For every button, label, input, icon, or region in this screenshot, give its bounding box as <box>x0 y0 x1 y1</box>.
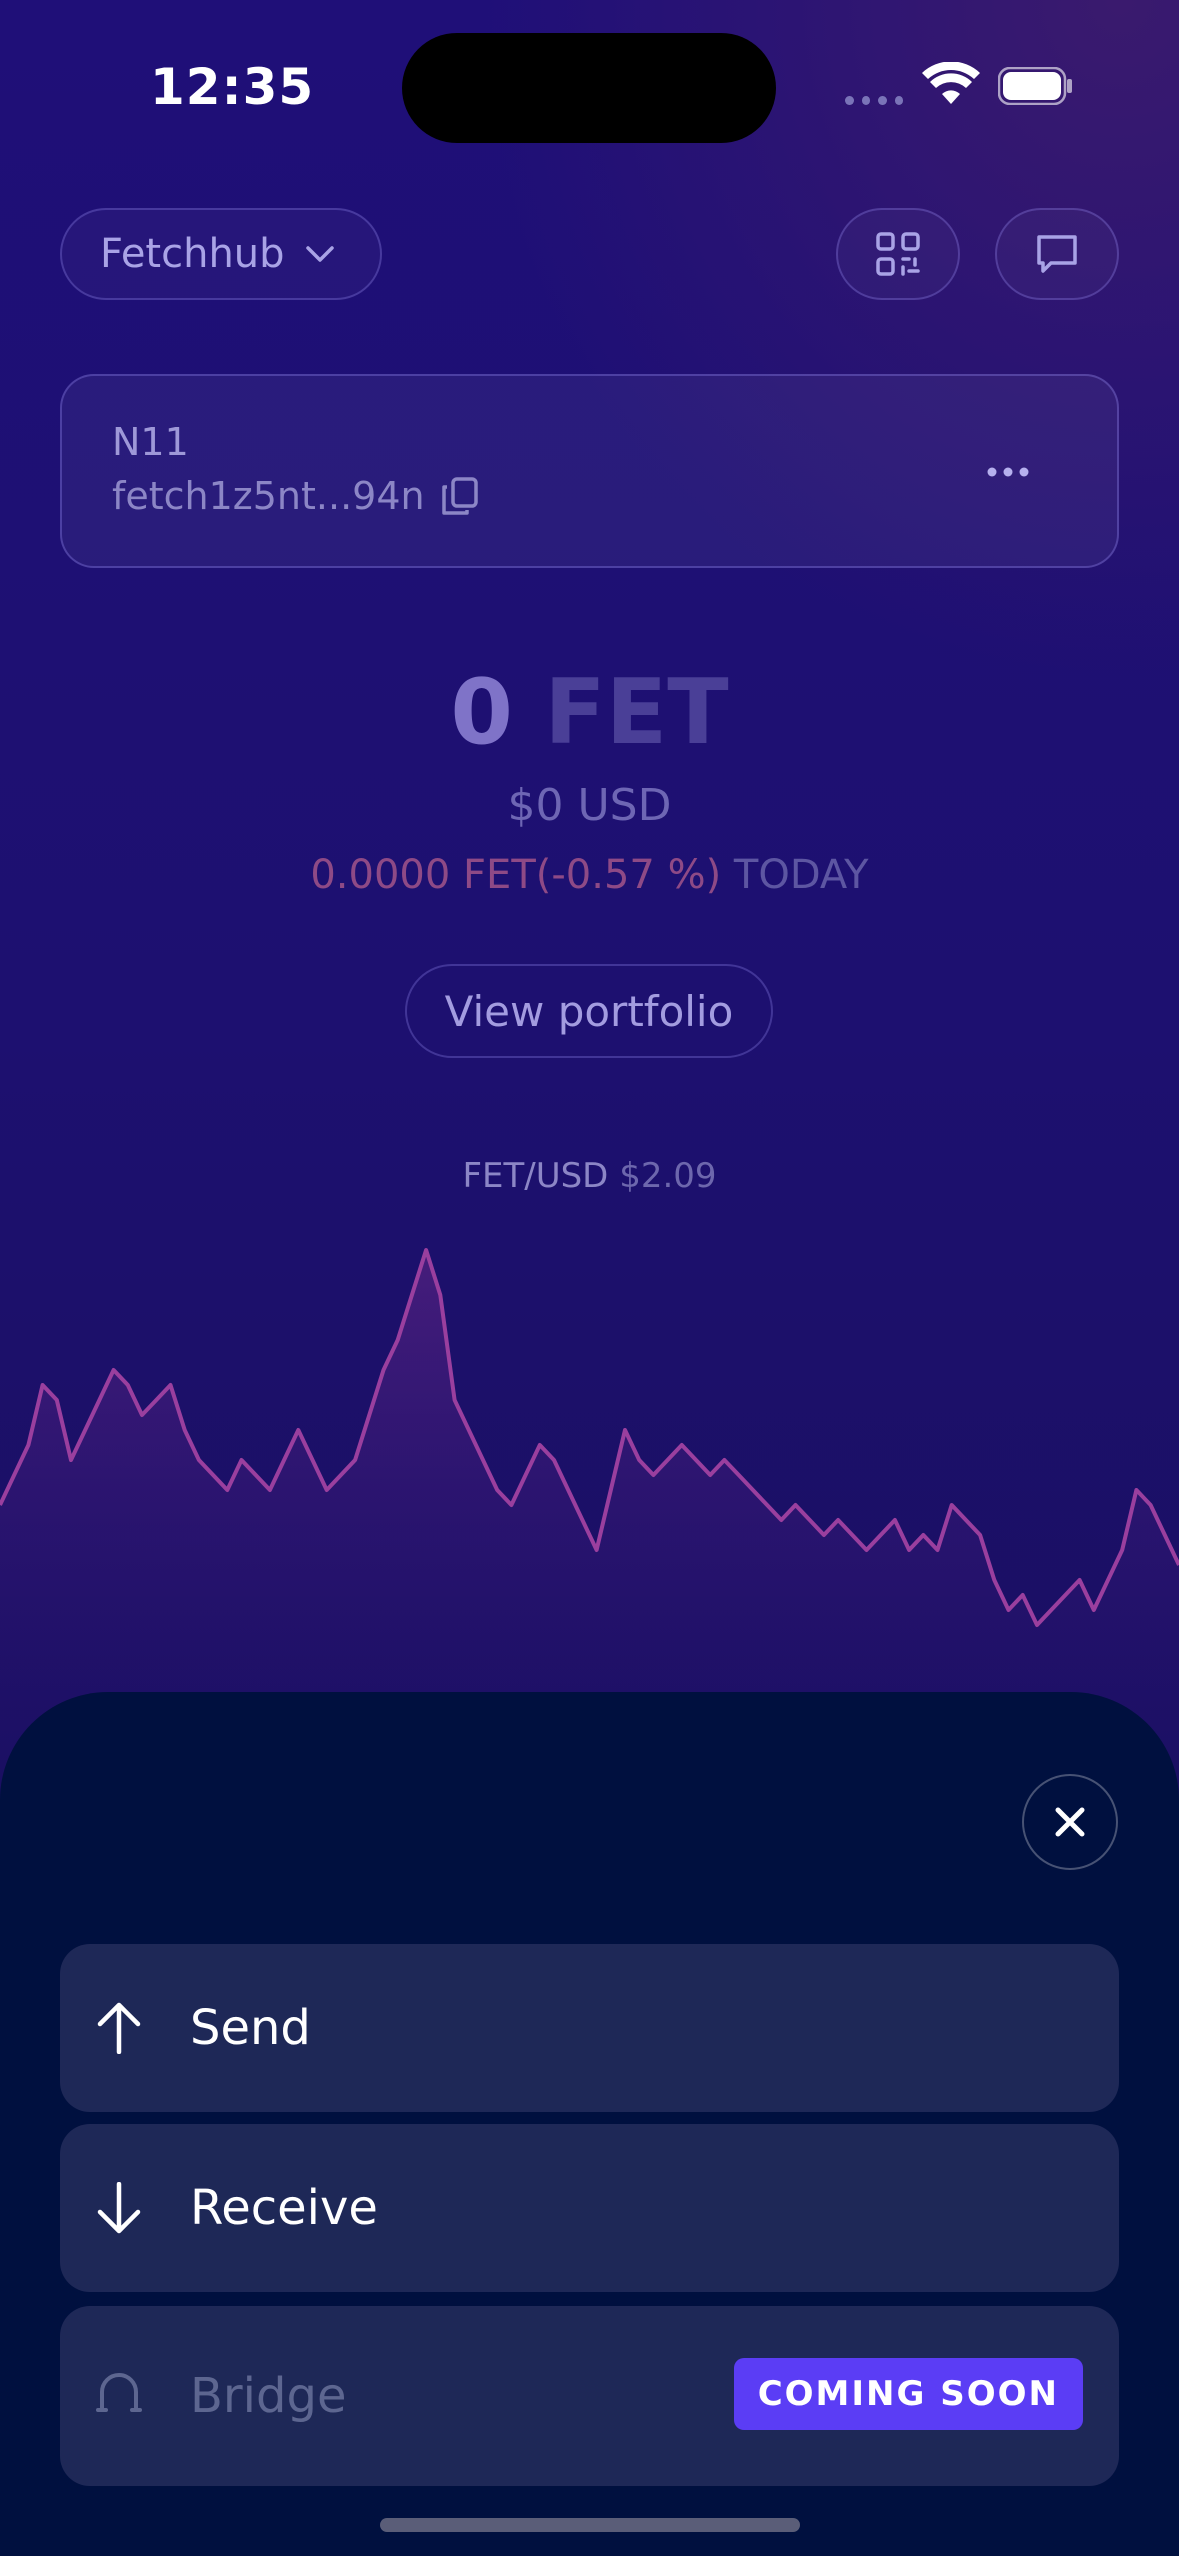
network-name: Fetchhub <box>100 231 285 277</box>
close-icon <box>1055 1807 1085 1837</box>
account-card[interactable] <box>60 374 1119 568</box>
arrow-down-icon <box>97 2182 141 2234</box>
price-label: FET/USD $2.09 <box>0 1156 1179 1196</box>
network-selector[interactable]: Fetchhub <box>60 208 382 300</box>
bridge-button: Bridge COMING SOON <box>60 2306 1119 2486</box>
balance-number: 0 <box>450 660 513 765</box>
battery-icon <box>998 67 1072 105</box>
chart-area <box>0 1250 1179 1760</box>
home-indicator <box>380 2518 800 2532</box>
balance-usd: $0 USD <box>507 780 672 831</box>
account-address: fetch1z5nt...94n <box>112 474 479 518</box>
balance-unit: FET <box>544 660 729 765</box>
change-period: TODAY <box>733 852 869 898</box>
more-options-icon[interactable] <box>985 450 1031 494</box>
receive-button[interactable]: Receive <box>60 2124 1119 2292</box>
price-pair: FET/USD <box>462 1156 609 1196</box>
chat-button[interactable] <box>995 208 1119 300</box>
send-label: Send <box>190 2000 311 2056</box>
chat-icon <box>1037 235 1077 273</box>
coming-soon-badge: COMING SOON <box>733 2358 1083 2430</box>
price-chart <box>0 1248 1179 1760</box>
cellular-signal-icon <box>845 96 903 106</box>
balance-amount: 0 FET <box>0 660 1179 765</box>
close-button[interactable] <box>1022 1774 1118 1870</box>
bridge-label: Bridge <box>190 2368 347 2424</box>
view-portfolio-button[interactable]: View portfolio <box>405 964 773 1058</box>
balance-change: 0.0000 FET(-0.57 %) TODAY <box>0 852 1179 898</box>
receive-label: Receive <box>190 2180 378 2236</box>
account-name: N11 <box>112 420 189 464</box>
arrow-up-icon <box>97 2002 141 2054</box>
change-value: 0.0000 FET(-0.57 %) <box>310 852 722 898</box>
wifi-icon <box>922 62 980 104</box>
qr-code-icon <box>876 232 920 276</box>
send-button[interactable]: Send <box>60 1944 1119 2112</box>
chevron-down-icon <box>305 246 334 262</box>
status-time: 12:35 <box>150 58 315 116</box>
account-address-text: fetch1z5nt...94n <box>112 474 425 518</box>
price-value: $2.09 <box>619 1156 717 1196</box>
dynamic-island <box>402 33 776 143</box>
chart-line <box>0 1248 1179 1627</box>
bridge-icon <box>96 2373 142 2412</box>
qr-code-button[interactable] <box>836 208 960 300</box>
copy-icon[interactable] <box>441 476 479 516</box>
